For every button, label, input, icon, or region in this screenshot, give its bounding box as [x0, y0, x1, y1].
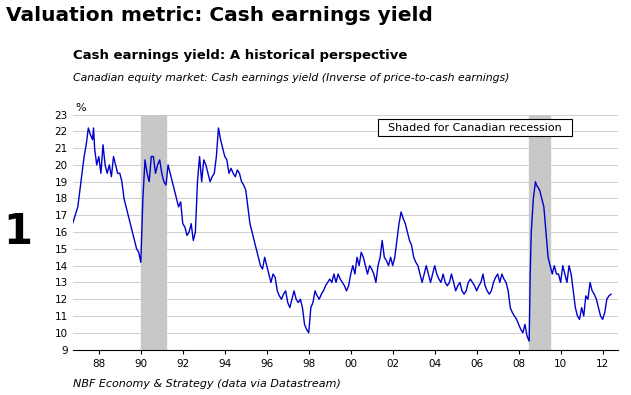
Bar — [141, 115, 166, 350]
Text: Valuation metric: Cash earnings yield: Valuation metric: Cash earnings yield — [6, 6, 433, 25]
Text: NBF Economy & Strategy (data via Datastream): NBF Economy & Strategy (data via Datastr… — [73, 379, 341, 389]
Text: Canadian equity market: Cash earnings yield (Inverse of price-to-cash earnings): Canadian equity market: Cash earnings yi… — [73, 73, 509, 83]
Text: Cash earnings yield: A historical perspective: Cash earnings yield: A historical perspe… — [73, 49, 407, 62]
Text: 1: 1 — [3, 211, 32, 253]
Bar — [529, 115, 550, 350]
Text: %: % — [75, 103, 86, 113]
Text: Shaded for Canadian recession: Shaded for Canadian recession — [381, 123, 569, 133]
